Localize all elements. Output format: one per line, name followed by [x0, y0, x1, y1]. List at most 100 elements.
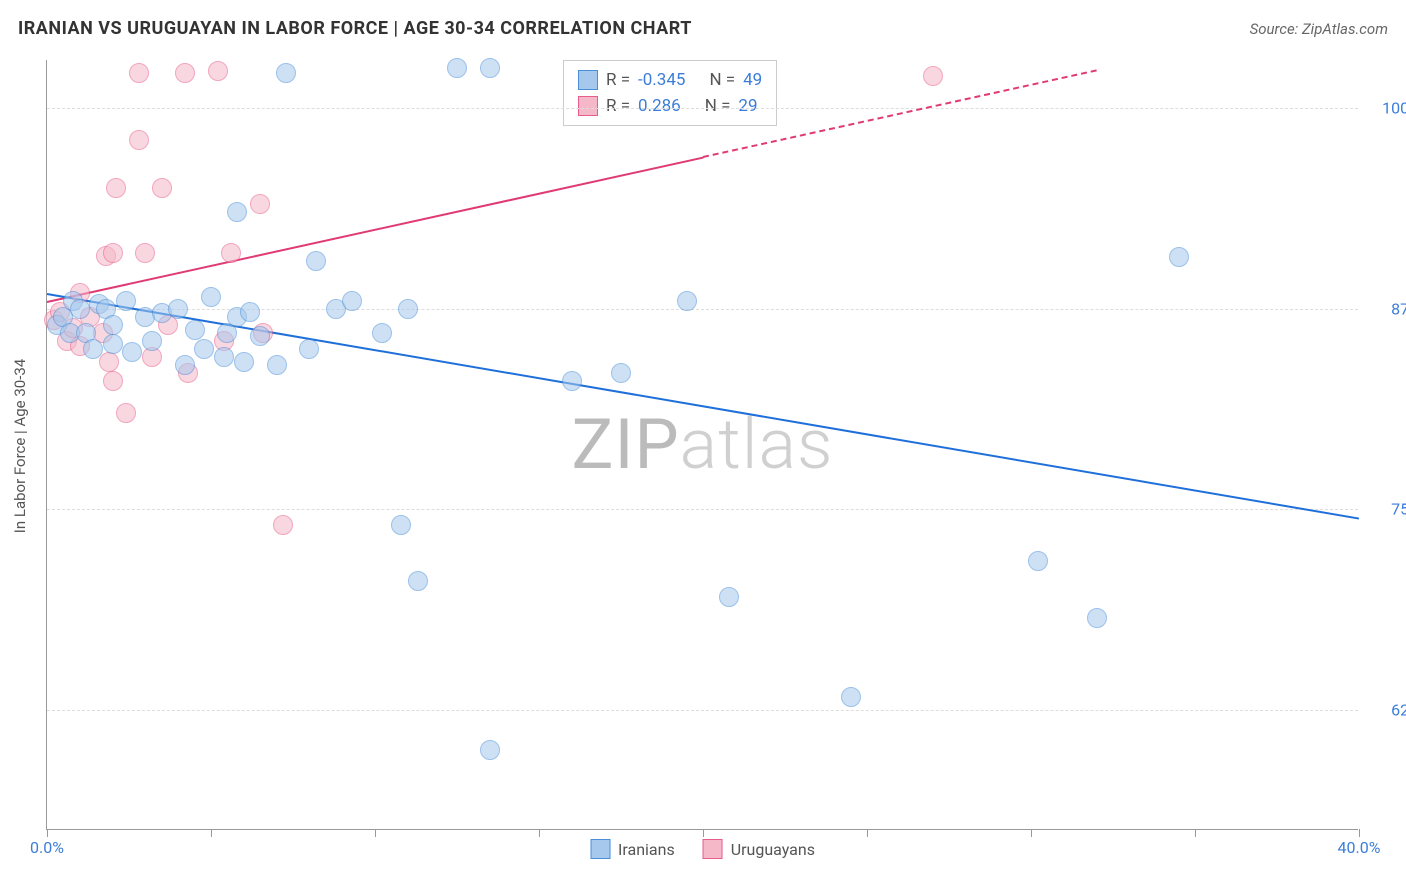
x-tick	[539, 829, 540, 837]
x-tick	[375, 829, 376, 837]
legend-swatch-series2	[703, 839, 723, 859]
r-label-2: R =	[606, 93, 630, 119]
scatter-point-series2	[129, 63, 149, 83]
scatter-point-series2	[221, 243, 241, 263]
r-label-1: R =	[606, 67, 630, 93]
r-value-1: -0.345	[638, 67, 685, 93]
scatter-point-series1	[194, 339, 214, 359]
scatter-point-series1	[398, 299, 418, 319]
scatter-point-series1	[480, 58, 500, 78]
x-tick	[703, 829, 704, 837]
scatter-point-series2	[103, 243, 123, 263]
stats-legend: R = -0.345 N = 49 R = 0.286 N = 29	[563, 60, 777, 126]
n-label-2: N =	[705, 93, 731, 119]
scatter-point-series1	[142, 331, 162, 351]
scatter-point-series1	[299, 339, 319, 359]
watermark: ZIPatlas	[572, 404, 834, 486]
y-tick-label: 75.0%	[1391, 500, 1406, 519]
x-tick	[867, 829, 868, 837]
x-tick-label: 40.0%	[1338, 838, 1381, 857]
scatter-point-series2	[99, 352, 119, 372]
scatter-point-series2	[135, 243, 155, 263]
scatter-point-series1	[214, 347, 234, 367]
scatter-point-series1	[103, 334, 123, 354]
scatter-point-series1	[841, 687, 861, 707]
swatch-series2	[578, 96, 598, 116]
scatter-point-series1	[201, 287, 221, 307]
legend-label-series2: Uruguayans	[731, 840, 815, 859]
scatter-point-series1	[719, 587, 739, 607]
scatter-point-series1	[175, 355, 195, 375]
legend-swatch-series1	[590, 839, 610, 859]
n-value-1: 49	[743, 67, 762, 93]
watermark-zip: ZIP	[572, 404, 680, 486]
scatter-point-series1	[1087, 608, 1107, 628]
scatter-point-series1	[447, 58, 467, 78]
scatter-point-series1	[480, 740, 500, 760]
scatter-point-series1	[234, 352, 254, 372]
source-text: Source: ZipAtlas.com	[1250, 20, 1388, 38]
x-tick	[1359, 829, 1360, 837]
scatter-point-series1	[391, 515, 411, 535]
n-label-1: N =	[709, 67, 735, 93]
trend-line	[47, 156, 703, 302]
trend-line	[47, 293, 1359, 520]
x-tick-label: 0.0%	[30, 838, 64, 857]
grid-line	[47, 710, 1358, 711]
scatter-point-series2	[106, 178, 126, 198]
plot-area: ZIPatlas R = -0.345 N = 49 R = 0.286 N =…	[46, 60, 1358, 830]
y-tick-label: 100.0%	[1382, 99, 1406, 118]
scatter-point-series1	[122, 342, 142, 362]
r-value-2: 0.286	[638, 93, 681, 119]
scatter-point-series2	[208, 61, 228, 81]
scatter-point-series2	[129, 130, 149, 150]
bottom-legend: Iranians Uruguayans	[590, 839, 815, 859]
scatter-point-series2	[152, 178, 172, 198]
scatter-point-series1	[276, 63, 296, 83]
x-tick	[1031, 829, 1032, 837]
scatter-point-series2	[273, 515, 293, 535]
scatter-point-series1	[677, 291, 697, 311]
title-bar: IRANIAN VS URUGUAYAN IN LABOR FORCE | AG…	[18, 18, 1388, 39]
stats-row-1: R = -0.345 N = 49	[578, 67, 762, 93]
scatter-point-series1	[227, 202, 247, 222]
scatter-point-series1	[83, 339, 103, 359]
scatter-point-series1	[1169, 247, 1189, 267]
grid-line	[47, 509, 1358, 510]
stats-row-2: R = 0.286 N = 29	[578, 93, 762, 119]
scatter-point-series2	[103, 371, 123, 391]
legend-item-series2: Uruguayans	[703, 839, 815, 859]
scatter-point-series1	[306, 251, 326, 271]
scatter-point-series1	[70, 299, 90, 319]
scatter-point-series2	[923, 66, 943, 86]
legend-item-series1: Iranians	[590, 839, 675, 859]
scatter-point-series1	[1028, 551, 1048, 571]
y-tick-label: 87.5%	[1391, 299, 1406, 318]
scatter-point-series1	[562, 371, 582, 391]
y-tick-label: 62.5%	[1391, 700, 1406, 719]
scatter-point-series1	[408, 571, 428, 591]
scatter-point-series1	[103, 315, 123, 335]
scatter-point-series1	[611, 363, 631, 383]
scatter-point-series1	[342, 291, 362, 311]
scatter-point-series2	[116, 403, 136, 423]
legend-label-series1: Iranians	[618, 840, 675, 859]
y-axis-label: In Labor Force | Age 30-34	[11, 359, 29, 533]
scatter-point-series1	[168, 299, 188, 319]
scatter-point-series2	[250, 194, 270, 214]
scatter-point-series2	[175, 63, 195, 83]
grid-line	[47, 108, 1358, 109]
swatch-series1	[578, 70, 598, 90]
scatter-point-series1	[116, 291, 136, 311]
x-tick	[47, 829, 48, 837]
scatter-point-series1	[240, 302, 260, 322]
chart-title: IRANIAN VS URUGUAYAN IN LABOR FORCE | AG…	[18, 18, 692, 39]
x-tick	[211, 829, 212, 837]
scatter-point-series1	[185, 320, 205, 340]
scatter-point-series1	[267, 355, 287, 375]
chart-container: IRANIAN VS URUGUAYAN IN LABOR FORCE | AG…	[0, 0, 1406, 892]
scatter-point-series1	[250, 326, 270, 346]
x-tick	[1195, 829, 1196, 837]
n-value-2: 29	[738, 93, 757, 119]
scatter-point-series1	[372, 323, 392, 343]
